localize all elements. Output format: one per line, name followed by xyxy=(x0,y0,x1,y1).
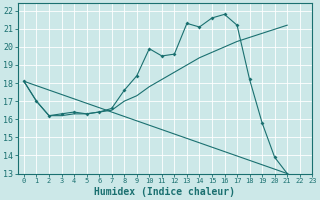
X-axis label: Humidex (Indice chaleur): Humidex (Indice chaleur) xyxy=(94,186,236,197)
